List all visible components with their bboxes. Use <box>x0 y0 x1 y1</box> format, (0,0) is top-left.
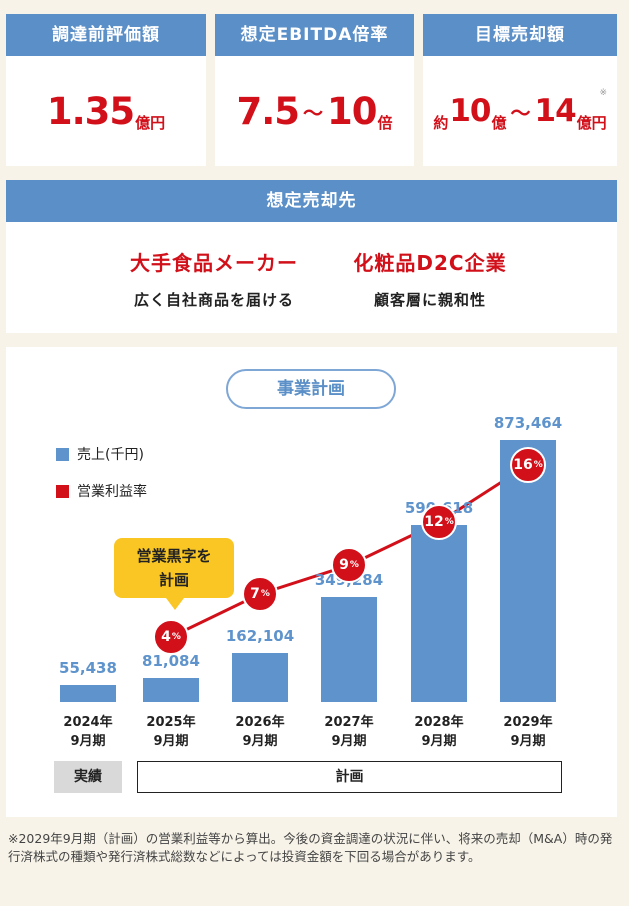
target-approx: 約 <box>433 114 449 132</box>
buyer-item: 大手食品メーカー 広く自社商品を届ける <box>94 247 334 310</box>
x-tick-label: 2025年 9月期 <box>146 715 196 749</box>
annotation-line: 計画 <box>158 571 189 589</box>
buyer-item: 化粧品D2C企業 顧客層に親和性 <box>310 247 550 310</box>
valuation-value: 1.35 億円 <box>6 56 206 166</box>
margin-point: 9% <box>331 547 367 584</box>
buyer-desc: 広く自社商品を届ける <box>133 291 294 309</box>
sales-bar <box>143 677 199 702</box>
legend-item-margin: 営業利益率 <box>56 481 147 501</box>
buyer-name: 化粧品D2C企業 <box>353 251 507 275</box>
target-sale-title: 目標売却額 <box>423 14 617 56</box>
sales-bar-label: 162,104 <box>225 627 295 646</box>
annotation-line: 営業黒字を <box>136 547 212 565</box>
target-unit: 億円 <box>576 114 607 132</box>
margin-point: 16% <box>510 447 546 483</box>
buyers-card: 想定売却先 大手食品メーカー 広く自社商品を届ける 化粧品D2C企業 顧客層に親… <box>6 180 617 333</box>
footnote: ※2029年9月期（計画）の営業利益等から算出。今後の資金調達の状況に伴い、将来… <box>8 831 613 864</box>
target-low-unit: 億 <box>491 114 507 132</box>
x-tick-label: 2028年 9月期 <box>414 715 464 749</box>
chart-title: 事業計画 <box>226 369 396 409</box>
ebitda-low: 7.5 <box>236 89 300 133</box>
note-mark: ※ <box>599 88 607 98</box>
target-sale-value: 約 10 億 ～ 14 億円 <box>423 56 617 166</box>
margin-point: 4% <box>153 619 189 655</box>
buyers-title: 想定売却先 <box>6 180 617 222</box>
legend-swatch-margin <box>56 484 69 498</box>
business-plan-chart: 事業計画 売上(千円) 営業利益率 営業黒字を 計画 実績 計画 55,438 2… <box>6 347 617 817</box>
legend-item-sales: 売上(千円) <box>56 444 144 464</box>
ebitda-title: 想定EBITDA倍率 <box>215 14 414 56</box>
target-high: 14 <box>534 93 577 129</box>
x-tick-label: 2029年 9月期 <box>503 715 553 749</box>
annotation-tail <box>166 598 184 610</box>
target-tilde: ～ <box>510 100 531 125</box>
buyer-name: 大手食品メーカー <box>130 251 298 275</box>
actual-period-label: 実績 <box>54 761 122 793</box>
valuation-card: 調達前評価額 1.35 億円 <box>6 14 206 166</box>
plan-period-label: 計画 <box>137 761 562 793</box>
x-tick-label: 2026年 9月期 <box>235 715 285 749</box>
margin-point: 7% <box>242 576 278 612</box>
sales-bar <box>60 685 116 702</box>
annotation-callout: 営業黒字を 計画 <box>114 538 234 598</box>
sales-bar-label: 873,464 <box>493 414 563 432</box>
legend-label-sales: 売上(千円) <box>77 447 144 463</box>
sales-bar-label: 55,438 <box>59 659 117 678</box>
valuation-title: 調達前評価額 <box>6 14 206 56</box>
valuation-unit: 億円 <box>135 114 166 132</box>
margin-point: 12% <box>421 504 457 541</box>
target-low: 10 <box>449 93 491 129</box>
ebitda-tilde: ～ <box>303 100 324 125</box>
ebitda-card: 想定EBITDA倍率 7.5 ～ 10 倍 <box>215 14 414 166</box>
sales-bar <box>232 653 288 702</box>
legend-label-margin: 営業利益率 <box>77 484 147 500</box>
x-tick-label: 2027年 9月期 <box>324 715 374 749</box>
sales-bar <box>321 597 377 702</box>
ebitda-value: 7.5 ～ 10 倍 <box>215 56 414 166</box>
buyer-desc: 顧客層に親和性 <box>373 291 486 309</box>
target-sale-card: 目標売却額 約 10 億 ～ 14 億円 ※ <box>423 14 617 166</box>
sales-bar <box>500 440 556 702</box>
x-tick-label: 2024年 9月期 <box>63 715 113 749</box>
sales-bar <box>411 524 467 702</box>
ebitda-unit: 倍 <box>377 114 393 132</box>
legend-swatch-sales <box>56 447 69 461</box>
sales-bar-label: 81,084 <box>142 651 200 670</box>
ebitda-high: 10 <box>327 89 377 133</box>
valuation-number: 1.35 <box>46 89 135 133</box>
